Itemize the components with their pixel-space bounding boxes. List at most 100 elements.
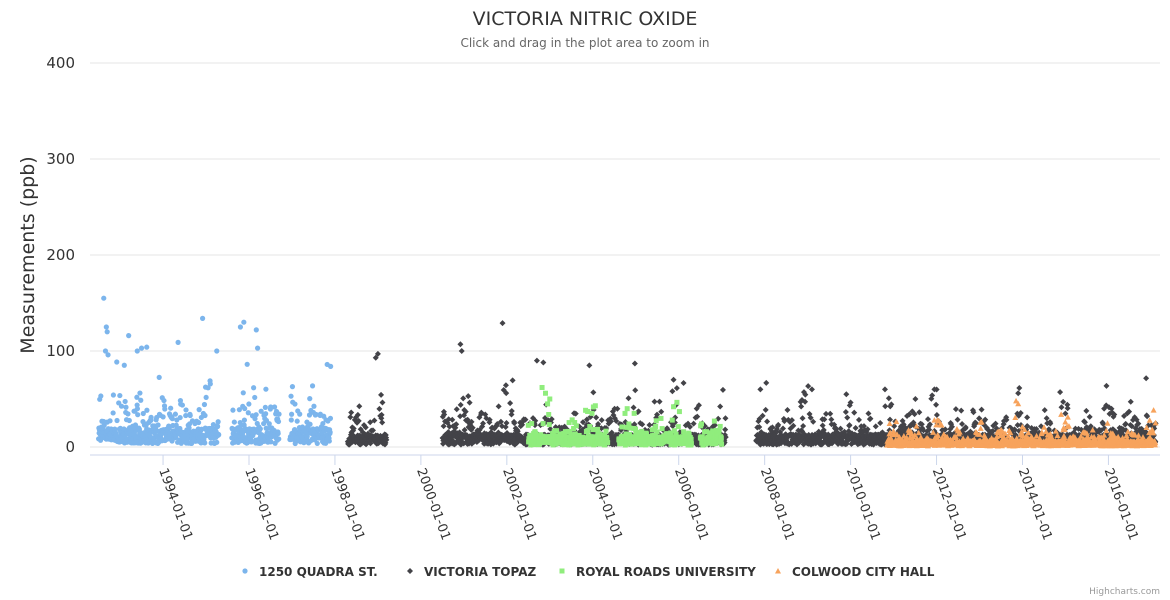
data-point: [926, 426, 933, 433]
data-point: [132, 422, 139, 428]
data-point: [379, 399, 386, 406]
data-point: [658, 408, 665, 415]
data-point: [210, 421, 216, 428]
data-point: [807, 414, 814, 421]
data-point: [656, 398, 663, 405]
data-point: [756, 423, 763, 430]
data-point: [913, 423, 920, 429]
data-point: [605, 440, 611, 446]
data-point: [569, 417, 575, 423]
data-point: [1060, 398, 1067, 405]
series-0: [95, 295, 334, 447]
data-point: [896, 434, 903, 440]
data-point: [241, 319, 247, 325]
data-point: [350, 425, 357, 432]
data-point: [263, 411, 269, 417]
x-tick-label: 1998-01-01: [327, 466, 367, 542]
data-point: [1119, 434, 1126, 441]
data-point: [659, 426, 665, 432]
series-2: [525, 384, 725, 448]
data-point: [369, 427, 376, 434]
data-point: [251, 385, 257, 391]
data-point: [539, 384, 545, 390]
data-point: [1025, 429, 1032, 436]
data-point: [688, 436, 694, 442]
data-point: [104, 329, 110, 335]
data-point: [631, 410, 637, 416]
data-point: [598, 417, 605, 424]
data-point: [275, 430, 281, 437]
data-point: [502, 423, 509, 430]
data-point: [177, 414, 183, 421]
data-point: [571, 425, 577, 431]
data-point: [722, 426, 729, 433]
data-point: [633, 426, 639, 432]
data-point: [525, 422, 531, 428]
data-point: [1007, 429, 1014, 435]
data-point: [529, 421, 535, 427]
data-point: [982, 434, 989, 440]
data-point: [976, 415, 983, 422]
x-tick-label: 1994-01-01: [155, 466, 195, 542]
series-1: [344, 320, 1159, 448]
data-point: [1131, 431, 1138, 438]
series-3: [884, 397, 1159, 449]
data-point: [1084, 433, 1091, 439]
data-point: [673, 431, 679, 437]
data-point: [202, 412, 208, 419]
data-point: [175, 339, 181, 345]
data-point: [602, 432, 608, 438]
data-point: [757, 386, 764, 393]
data-point: [1062, 410, 1069, 417]
data-point: [805, 383, 812, 390]
data-point: [933, 411, 940, 418]
data-point: [1115, 433, 1122, 440]
data-point: [958, 407, 965, 414]
data-point: [230, 407, 236, 413]
data-point: [583, 416, 590, 423]
data-point: [1103, 427, 1110, 434]
data-point: [711, 422, 718, 429]
data-point: [929, 392, 936, 399]
data-point: [952, 433, 959, 440]
data-point: [125, 411, 131, 417]
data-point: [107, 418, 113, 424]
data-point: [1143, 375, 1150, 382]
data-point: [1108, 405, 1115, 412]
data-point: [557, 431, 563, 437]
data-point: [775, 421, 782, 428]
data-point: [503, 419, 510, 426]
data-point: [347, 414, 354, 421]
data-point: [179, 402, 185, 408]
data-point: [624, 406, 630, 412]
data-point: [580, 419, 587, 426]
data-point: [140, 410, 146, 417]
x-axis: 1994-01-01 1996-01-01 1998-01-01 2000-01-01…: [90, 454, 1160, 542]
data-point: [1100, 436, 1107, 442]
data-point: [954, 416, 961, 423]
data-point: [1064, 414, 1071, 420]
plot-area[interactable]: [95, 295, 1159, 449]
data-point: [1128, 423, 1135, 430]
data-point: [306, 412, 313, 418]
data-point: [631, 421, 638, 428]
data-point: [314, 440, 320, 447]
data-point: [719, 386, 726, 393]
data-point: [355, 417, 362, 424]
data-point: [1058, 404, 1065, 411]
data-point: [864, 426, 871, 433]
data-point: [354, 411, 361, 418]
data-point: [673, 385, 680, 392]
data-point: [784, 406, 791, 413]
data-point: [622, 442, 628, 448]
data-point: [586, 362, 593, 369]
data-point: [252, 416, 258, 422]
data-point: [144, 344, 150, 350]
data-point: [187, 412, 193, 419]
data-point: [1054, 432, 1061, 438]
data-point: [294, 418, 300, 424]
data-point: [508, 408, 515, 415]
data-point: [297, 411, 303, 417]
